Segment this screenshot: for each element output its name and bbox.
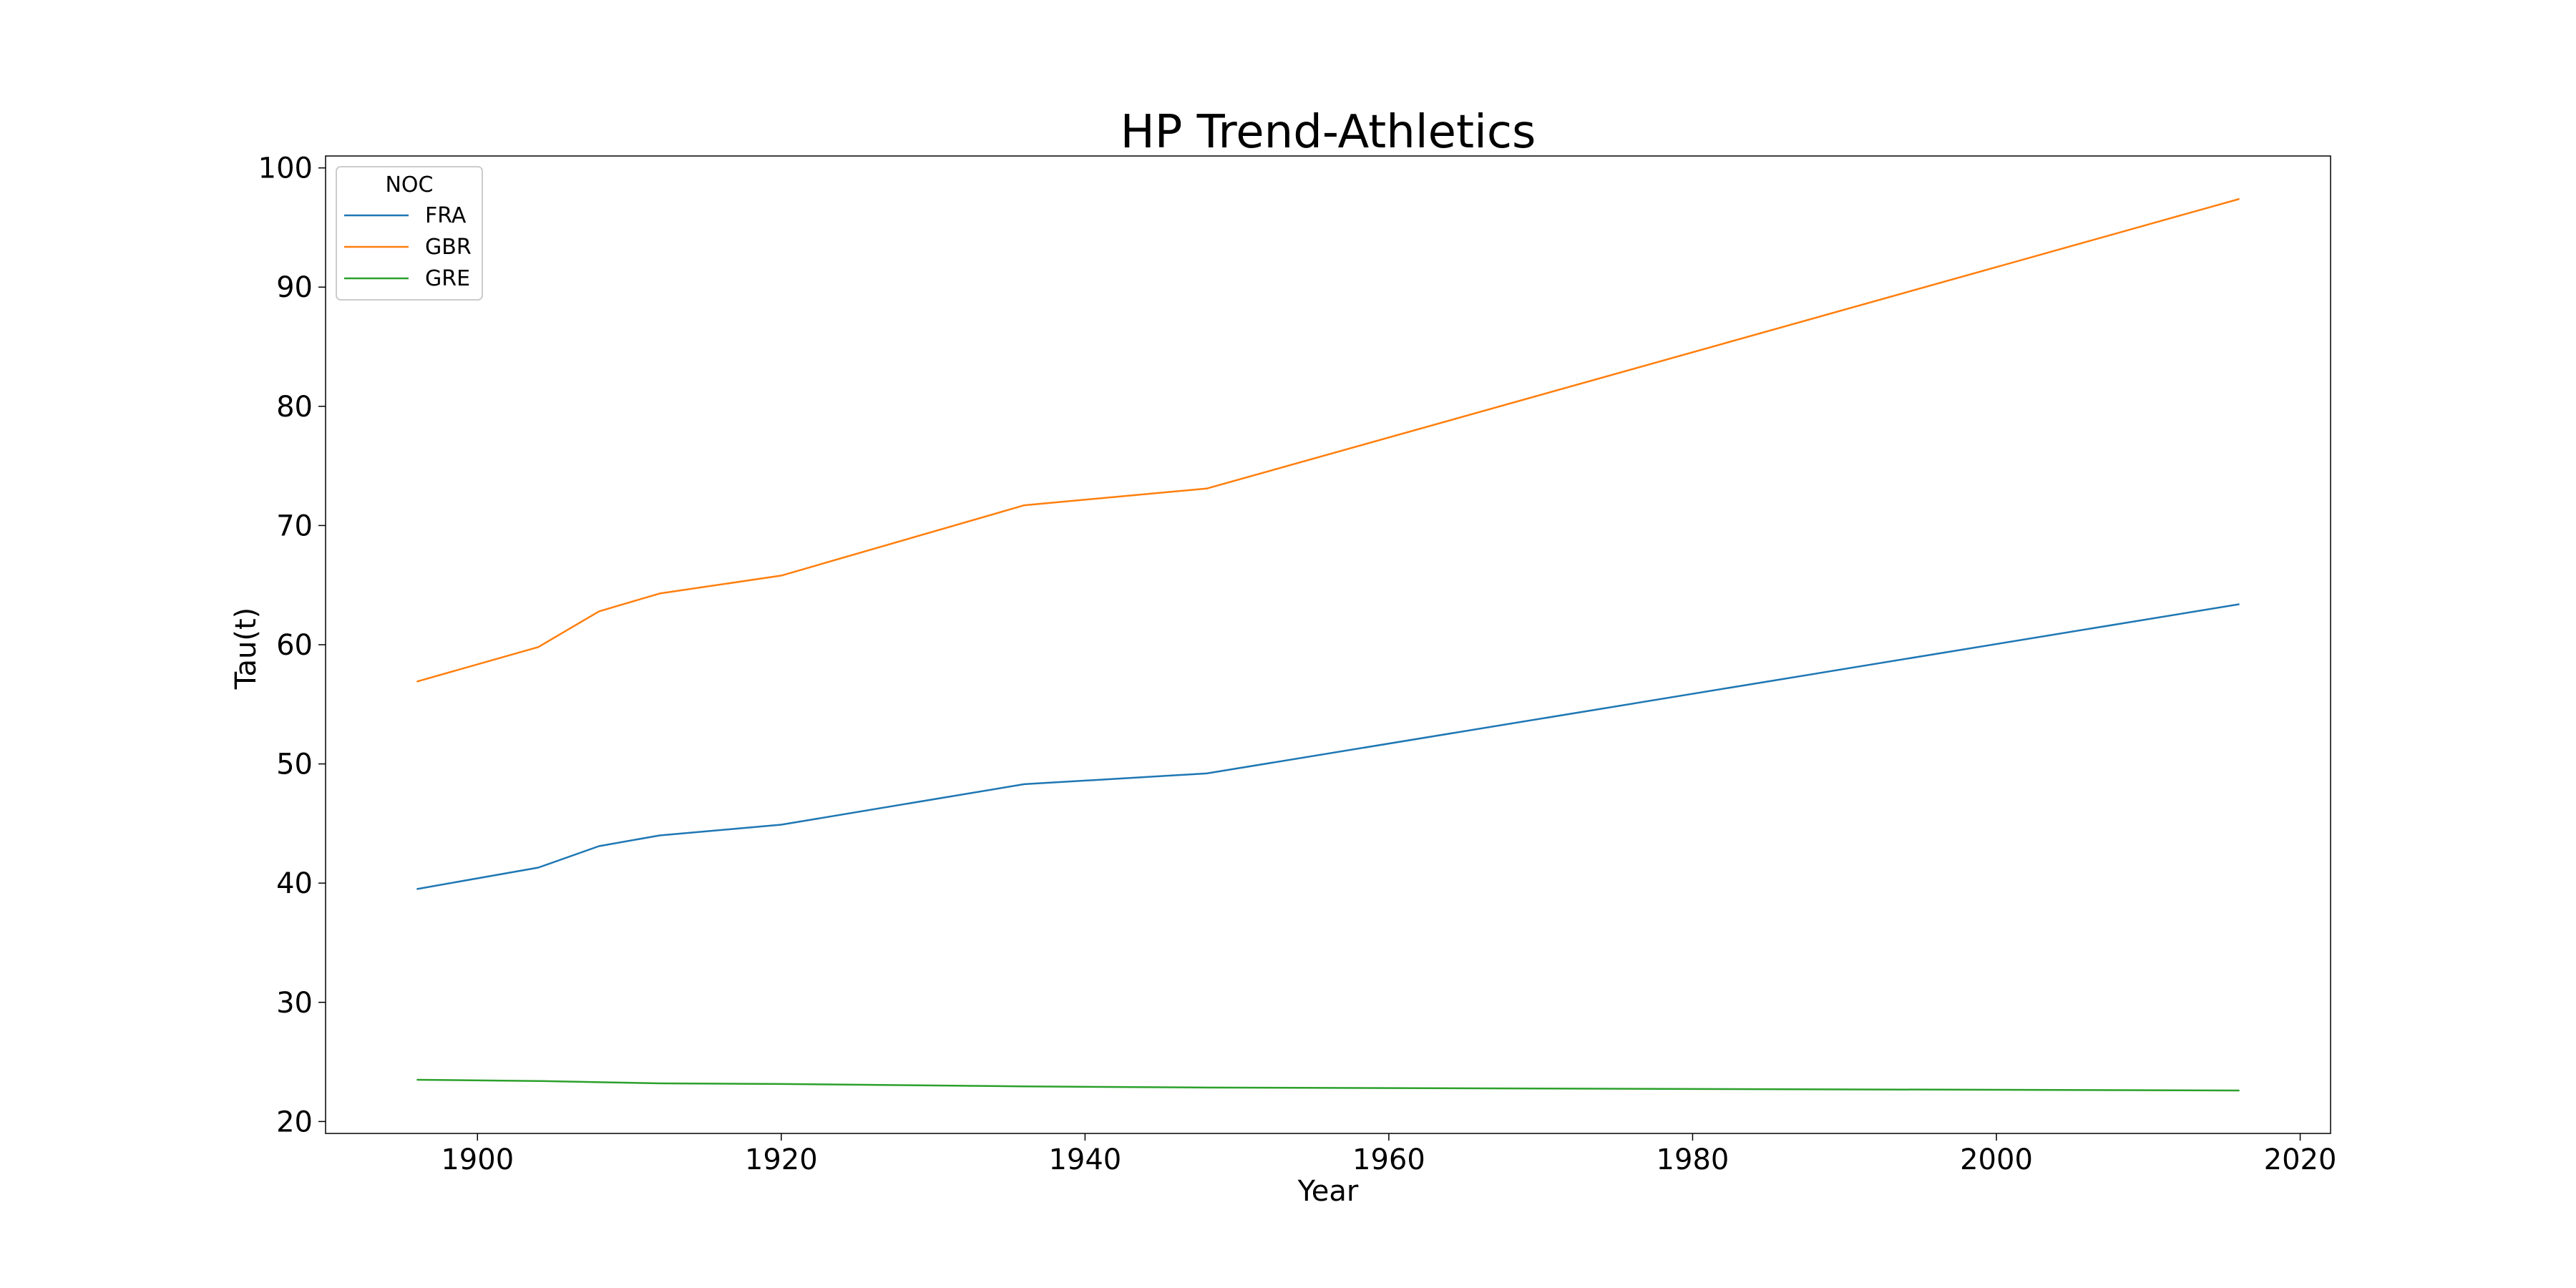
legend-label-gre: GRE — [425, 266, 470, 291]
legend-label-fra: FRA — [425, 203, 467, 228]
x-tick-label: 2000 — [1960, 1143, 2033, 1176]
y-tick-label: 80 — [276, 391, 313, 424]
x-tick-label: 1960 — [1352, 1143, 1425, 1176]
legend: NOC FRA GBR GRE — [336, 166, 483, 301]
x-tick-label: 1980 — [1657, 1143, 1729, 1176]
x-tick-label: 1900 — [441, 1143, 514, 1176]
legend-entries: FRA GBR GRE — [344, 203, 472, 291]
series-line-gbr — [416, 197, 2240, 683]
y-tick-label: 70 — [276, 509, 313, 542]
x-tick-label: 2020 — [2264, 1143, 2337, 1176]
series-line-gre — [416, 1078, 2240, 1092]
series-layer — [416, 197, 2240, 1092]
y-tick-label: 50 — [276, 748, 313, 781]
legend-box — [336, 166, 483, 301]
y-tick-label: 20 — [276, 1106, 313, 1138]
y-tick-label: 30 — [276, 987, 313, 1020]
x-tick-label: 1940 — [1048, 1143, 1121, 1176]
chart-title: HP Trend-Athletics — [1121, 106, 1536, 159]
x-axis-label: Year — [1297, 1175, 1359, 1208]
y-tick-label: 100 — [258, 152, 313, 185]
x-tick-label: 1920 — [745, 1143, 818, 1176]
y-axis-label: Tau(t) — [230, 608, 263, 691]
y-tick-label: 40 — [276, 867, 313, 900]
y-axis-ticks: 20 30 40 50 60 70 80 90 100 — [258, 152, 326, 1138]
legend-title: NOC — [385, 172, 433, 197]
x-axis-ticks: 1900 1920 1940 1960 1980 2000 2020 — [441, 1133, 2336, 1176]
y-tick-label: 90 — [276, 271, 313, 304]
series-line-fra — [416, 603, 2240, 890]
legend-label-gbr: GBR — [425, 235, 472, 260]
y-tick-label: 60 — [276, 629, 313, 662]
